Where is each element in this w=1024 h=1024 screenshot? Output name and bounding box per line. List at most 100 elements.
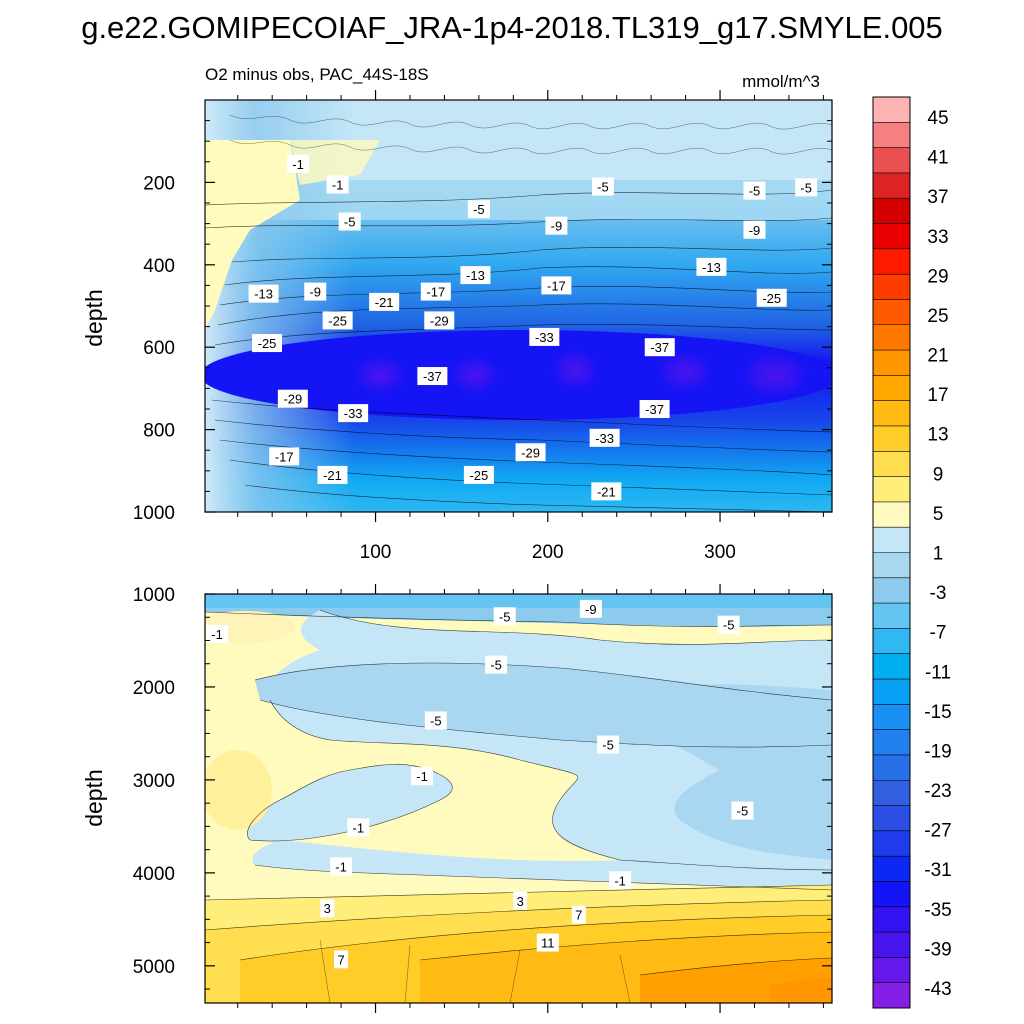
colorbar-label: 25	[927, 306, 948, 327]
colorbar-swatch	[873, 375, 910, 402]
contour-label: -29	[277, 389, 308, 408]
contour-label-text: -13	[702, 260, 721, 275]
contour-label-box	[591, 482, 622, 501]
contour-label-box	[338, 212, 361, 231]
contour-label: -5	[591, 177, 614, 196]
colorbar-swatch	[873, 856, 910, 882]
contour-label-box	[515, 443, 546, 462]
contour-label: 11	[536, 933, 559, 952]
colorbar-label: -35	[924, 900, 951, 921]
contour-label: -5	[493, 607, 516, 626]
contour-label: -21	[591, 482, 622, 501]
contour-label-text: -1	[332, 177, 344, 192]
contour-label: -1	[330, 857, 353, 876]
y-tick-label: 2000	[133, 678, 175, 699]
colorbar-swatch	[873, 425, 910, 452]
lower-y-axis-label: depth	[81, 769, 107, 827]
contour-label-box	[795, 178, 818, 197]
contour-label: -1	[609, 871, 632, 890]
contour-label: -5	[795, 178, 818, 197]
contour-label-text: 3	[324, 901, 331, 916]
y-tick-label: 3000	[133, 771, 175, 792]
contour-label-text: -5	[723, 618, 735, 633]
contour-label-text: -33	[344, 406, 363, 421]
contour-label-box	[304, 282, 327, 301]
colorbar-swatch	[873, 805, 910, 832]
contour-label: -37	[417, 367, 448, 386]
contour-label: -5	[717, 615, 740, 634]
contour-label: 3	[320, 899, 335, 918]
colorbar-label: -23	[924, 781, 951, 802]
contour-label-box	[248, 284, 279, 303]
contour-label-text: -21	[375, 295, 394, 310]
colorbar-label: -39	[924, 939, 951, 960]
colorbar-swatch	[873, 830, 910, 857]
upper-field	[205, 100, 832, 512]
figure-title: g.e22.GOMIPECOIAF_JRA-1p4-2018.TL319_g17…	[81, 10, 943, 45]
contour-label: -1	[347, 818, 370, 837]
contour-label-text: -25	[762, 291, 781, 306]
contour-label: -5	[338, 212, 361, 231]
colorbar-swatch	[873, 451, 910, 478]
lower-plot-frame	[204, 593, 833, 1004]
contour-label-text: -37	[645, 402, 664, 417]
colorbar-swatch	[873, 501, 910, 528]
colorbar-swatch	[873, 476, 910, 503]
y-tick-label: 200	[143, 173, 175, 194]
colorbar-label: -19	[924, 741, 951, 762]
contour-label-text: -9	[551, 219, 563, 234]
colorbar-swatch	[873, 552, 910, 579]
colorbar-label: 9	[933, 464, 944, 485]
contour-label: -9	[545, 216, 568, 235]
contour-label-box	[644, 338, 675, 357]
contour-label-box	[743, 220, 766, 239]
contour-label-text: -5	[499, 609, 511, 624]
contour-label-box	[334, 950, 349, 969]
colorbar-label: 29	[927, 266, 948, 287]
contour-label-box	[743, 181, 766, 200]
contour-label-text: -21	[597, 484, 616, 499]
contour-label-box	[589, 428, 620, 447]
contour-label: -21	[369, 292, 400, 311]
colorbar-label: -7	[930, 623, 947, 644]
contour-label-box	[536, 933, 559, 952]
contour-label: -5	[467, 200, 490, 219]
contour-label-box	[347, 818, 370, 837]
colorbar-swatch	[873, 299, 910, 326]
contour-label-text: -5	[344, 215, 356, 230]
contour-label-box	[320, 899, 335, 918]
contour-label-text: -9	[585, 602, 597, 617]
colorbar-swatch	[873, 122, 910, 149]
contour-label-text: 3	[517, 894, 524, 909]
contour-label-box	[639, 400, 670, 418]
contour-label-box	[756, 288, 787, 307]
contour-label-text: -13	[254, 287, 273, 302]
colorbar-label: 37	[927, 187, 948, 208]
colorbar-label: -43	[924, 979, 951, 1000]
contour-label-box	[529, 327, 560, 346]
contour-label: -1	[411, 767, 434, 786]
contour-label-box	[424, 711, 447, 730]
contour-label-box	[541, 276, 572, 295]
y-tick-label: 600	[143, 338, 175, 359]
contour-label-box	[424, 311, 455, 330]
x-tick-label: 100	[360, 542, 392, 563]
contour-label: -17	[541, 276, 572, 295]
contour-label-box	[467, 200, 490, 219]
contour-label-box	[513, 891, 528, 910]
contour-label: -33	[338, 404, 369, 423]
colorbar-label: 41	[927, 148, 948, 169]
colorbar-label: 45	[927, 108, 948, 129]
x-tick-label: 300	[704, 542, 736, 563]
colorbar-label: -3	[930, 583, 947, 604]
contour-label-box	[287, 154, 310, 173]
contour-label-box	[717, 615, 740, 634]
contour-label-box	[206, 624, 229, 643]
contour-label: -29	[424, 311, 455, 330]
contour-label-box	[269, 447, 300, 466]
colorbar-swatch	[873, 577, 910, 604]
contour-label-box	[317, 465, 348, 484]
contour-label: -9	[579, 599, 602, 618]
colorbar: 45 41 37 33 29 25 21 17 13 9 5 1 -3 -7 -11 -15 -19 -23 -27…	[872, 96, 952, 1009]
contour-label-box	[277, 389, 308, 408]
